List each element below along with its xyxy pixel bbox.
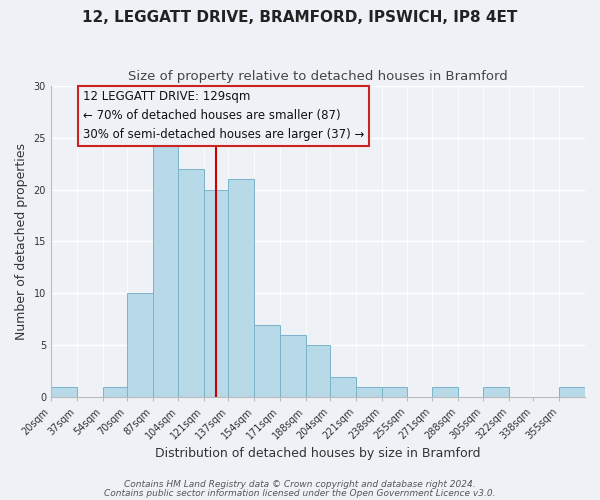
Bar — [356, 387, 382, 398]
Bar — [280, 335, 306, 398]
Text: Contains HM Land Registry data © Crown copyright and database right 2024.: Contains HM Land Registry data © Crown c… — [124, 480, 476, 489]
Text: 12 LEGGATT DRIVE: 129sqm
← 70% of detached houses are smaller (87)
30% of semi-d: 12 LEGGATT DRIVE: 129sqm ← 70% of detach… — [83, 90, 364, 141]
Bar — [306, 346, 330, 398]
Bar — [229, 179, 254, 398]
Text: 12, LEGGATT DRIVE, BRAMFORD, IPSWICH, IP8 4ET: 12, LEGGATT DRIVE, BRAMFORD, IPSWICH, IP… — [82, 10, 518, 25]
Bar — [382, 387, 407, 398]
Bar — [254, 324, 280, 398]
Bar — [204, 190, 229, 398]
Text: Contains public sector information licensed under the Open Government Licence v3: Contains public sector information licen… — [104, 488, 496, 498]
Title: Size of property relative to detached houses in Bramford: Size of property relative to detached ho… — [128, 70, 508, 83]
Bar — [559, 387, 585, 398]
Bar — [127, 294, 152, 398]
Bar — [330, 376, 356, 398]
Y-axis label: Number of detached properties: Number of detached properties — [15, 143, 28, 340]
X-axis label: Distribution of detached houses by size in Bramford: Distribution of detached houses by size … — [155, 447, 481, 460]
Bar — [51, 387, 77, 398]
Bar — [152, 138, 178, 398]
Bar — [103, 387, 127, 398]
Bar — [484, 387, 509, 398]
Bar — [432, 387, 458, 398]
Bar — [178, 168, 204, 398]
